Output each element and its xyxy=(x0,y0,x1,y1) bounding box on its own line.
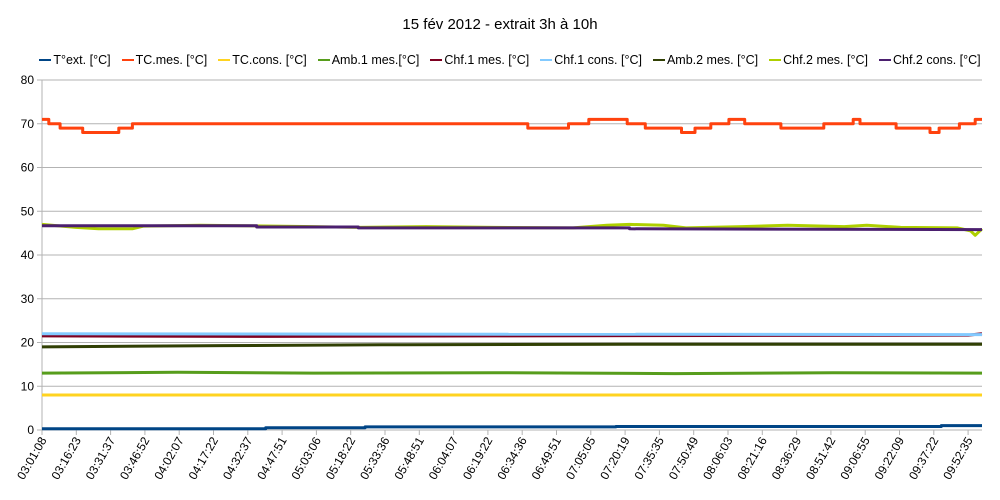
legend-swatch xyxy=(540,59,553,61)
y-tick-label: 80 xyxy=(21,73,35,87)
legend: T°ext. [°C] TC.mes. [°C] TC.cons. [°C] Amb.… xyxy=(39,53,981,67)
x-tick-label: 08:06:03 xyxy=(700,434,736,482)
legend-swatch xyxy=(39,59,52,61)
legend-swatch xyxy=(218,59,231,61)
x-tick-label: 04:47:51 xyxy=(254,434,290,482)
x-tick-label: 07:35:35 xyxy=(632,434,668,482)
x-tick-label: 09:52:35 xyxy=(940,434,976,482)
legend-label: Chf.1 mes. [°C] xyxy=(444,53,530,67)
x-tick-label: 04:17:22 xyxy=(186,434,222,482)
x-tick-label: 03:01:08 xyxy=(14,434,50,482)
x-tick-label: 06:49:51 xyxy=(529,434,565,482)
x-tick-label: 09:06:55 xyxy=(837,434,873,482)
legend-label: TC.mes. [°C] xyxy=(135,53,208,67)
y-tick-label: 30 xyxy=(21,292,35,306)
x-tick-label: 04:02:07 xyxy=(151,434,187,482)
x-tick-label: 05:18:22 xyxy=(323,434,359,482)
series-line-8 xyxy=(42,224,983,232)
y-tick-label: 20 xyxy=(21,336,35,350)
legend-label: Chf.1 cons. [°C] xyxy=(554,53,642,67)
y-tick-label: 0 xyxy=(27,423,34,437)
x-tick-label: 07:50:49 xyxy=(666,434,702,482)
legend-swatch xyxy=(878,59,891,61)
x-tick-label: 06:19:22 xyxy=(460,434,496,482)
legend-swatch xyxy=(121,59,134,61)
x-tick-label: 05:48:51 xyxy=(391,434,427,482)
x-tick-label: 03:31:37 xyxy=(83,434,119,482)
series-line-3 xyxy=(41,370,983,376)
x-tick-label: 09:37:22 xyxy=(906,434,942,482)
legend-item: Chf.1 cons. [°C] xyxy=(540,53,642,67)
x-tick-label: 05:33:36 xyxy=(357,434,393,482)
x-tick-label: 07:05:05 xyxy=(563,434,599,482)
x-tick-label: 07:20:19 xyxy=(597,434,633,482)
legend-item: T°ext. [°C] xyxy=(39,53,111,67)
y-tick-label: 70 xyxy=(21,117,35,131)
legend-item: Amb.1 mes.[°C] xyxy=(317,53,420,67)
legend-swatch xyxy=(430,59,443,61)
x-tick-label: 06:04:07 xyxy=(426,434,462,482)
series-line-5 xyxy=(41,332,983,337)
legend-item: TC.mes. [°C] xyxy=(121,53,208,67)
series-line-0 xyxy=(42,424,982,431)
x-tick-label: 08:36:29 xyxy=(769,434,805,482)
x-tick-label: 08:51:42 xyxy=(803,434,839,482)
legend-item: Chf.1 mes. [°C] xyxy=(430,53,529,67)
legend-item: Amb.2 mes. [°C] xyxy=(652,53,759,67)
x-tick-label: 05:03:06 xyxy=(289,434,325,482)
x-tick-label: 09:22:09 xyxy=(872,434,908,482)
legend-label: T°ext. [°C] xyxy=(53,53,111,67)
y-tick-label: 10 xyxy=(21,379,35,393)
legend-label: Chf.2 cons. [°C] xyxy=(892,53,981,67)
legend-swatch xyxy=(652,59,665,61)
legend-swatch xyxy=(317,59,330,61)
legend-label: Chf.2 mes. [°C] xyxy=(783,53,868,67)
x-tick-label: 04:32:37 xyxy=(220,434,256,482)
series-line-1 xyxy=(42,117,982,134)
series-line-6 xyxy=(41,342,982,349)
legend-item: Chf.2 cons. [°C] xyxy=(878,53,981,67)
legend-item: TC.cons. [°C] xyxy=(218,53,307,67)
y-tick-label: 50 xyxy=(21,204,35,218)
y-tick-label: 40 xyxy=(21,248,35,262)
chart-title: 15 fév 2012 - extrait 3h à 10h xyxy=(402,16,598,33)
x-tick-label: 08:21:16 xyxy=(734,434,770,482)
legend-label: Amb.1 mes.[°C] xyxy=(331,53,420,67)
legend-label: TC.cons. [°C] xyxy=(232,53,307,67)
x-tick-label: 06:34:36 xyxy=(494,434,530,482)
x-tick-label: 03:16:23 xyxy=(48,434,84,482)
legend-swatch xyxy=(769,59,782,61)
x-tick-label: 03:46:52 xyxy=(117,434,153,482)
legend-item: Chf.2 mes. [°C] xyxy=(769,53,868,67)
legend-label: Amb.2 mes. [°C] xyxy=(666,53,759,67)
y-tick-label: 60 xyxy=(21,161,35,175)
